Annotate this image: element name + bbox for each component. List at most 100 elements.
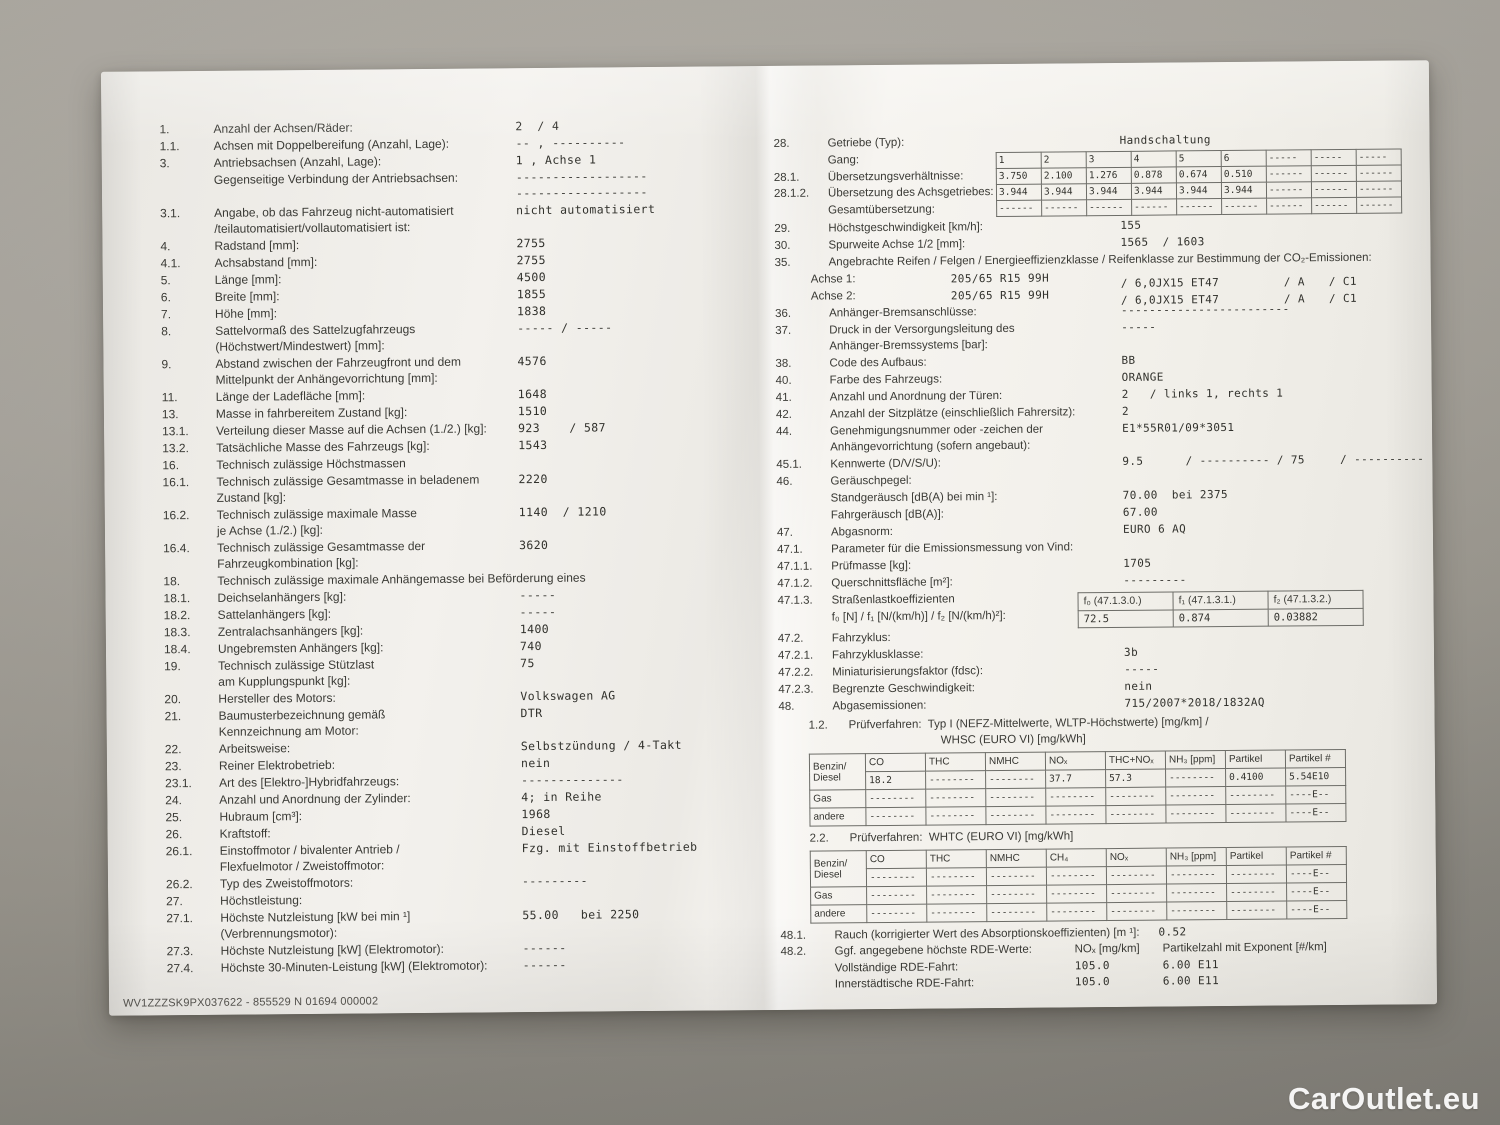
item-number: 23. [164, 759, 182, 774]
item-label: Länge [mm]: [214, 272, 282, 287]
item-number: 26.1. [165, 844, 193, 859]
vin-print-code: WV1ZZZSK9PX037622 - 855529 N 01694 00000… [122, 995, 379, 1010]
item-number: 18.4. [163, 642, 191, 657]
item-value: nicht automatisiert [516, 201, 656, 218]
item-number: 4. [160, 239, 171, 254]
document-row: Gegenseitige Verbindung der Antriebsachs… [160, 167, 766, 204]
item-value: 1968 [521, 806, 551, 822]
item-number: 5. [160, 273, 171, 288]
item-value: Fzg. mit Einstoffbetrieb [521, 839, 698, 856]
item-value: 3620 [518, 537, 549, 553]
item-label: Antriebsachsen (Anzahl, Lage): [213, 154, 382, 170]
item-label: Einstoffmotor / bivalenter Antrieb / Fle… [219, 842, 400, 874]
document-row: 19. Technisch zulässige Stützlast am Kup… [164, 653, 770, 690]
item-value: 1855 [516, 286, 547, 302]
emission-row-other: andere -------- -------- -------- --------… [810, 900, 1347, 924]
item-label: Gegenseitige Verbindung der Antriebsachs… [213, 170, 459, 187]
item-label: Höchste 30-Minuten-Leistung [kW] (Elektr… [220, 958, 488, 975]
item-label: Gang: [827, 154, 860, 167]
item-number: 16. [162, 458, 180, 473]
item-number: 18.2. [163, 608, 191, 623]
item-label: Hersteller des Motors: [218, 690, 336, 706]
item-value: 1400 [519, 621, 550, 637]
item-number: 35. [774, 256, 791, 269]
item-number: 11. [161, 390, 178, 405]
rim-size: / 6,0JX15 ET47 [1120, 293, 1220, 307]
item-label: Reiner Elektrobetrieb: [218, 757, 336, 773]
item-number: 47.1.3. [777, 594, 813, 607]
document-row: 27.1. Höchste Nutzleistung [kW bei min ¹… [166, 905, 772, 942]
item-value: 740 [519, 638, 542, 654]
axle-label: Achse 2: [810, 290, 856, 303]
item-number: 20. [164, 692, 182, 707]
item-value: 2755 [516, 235, 546, 251]
tire-axle-rows: Achse 1: 205/65 R15 99H / 6,0JX15 ET47 /… [775, 266, 1411, 307]
road-load-value-row: 72.5 0.874 0.03882 [1078, 607, 1364, 628]
item-value: 1510 [517, 403, 548, 419]
item-value: 1838 [516, 303, 547, 319]
item-number: 28.1. [773, 171, 800, 184]
item-value: ----- [519, 604, 557, 620]
item-label: Übersetzung des Achsgetriebes: [827, 186, 994, 200]
document-row: 26.1. Einstoffmotor / bivalenter Antrieb… [166, 838, 772, 875]
item-number: 16.1. [162, 475, 190, 490]
item-value: 2220 [518, 471, 548, 487]
item-value: Handschaltung [1119, 133, 1211, 147]
item-number: 16.2. [162, 508, 190, 523]
item-value: nein [520, 755, 551, 771]
item-label: Sattelvormaß des Sattelzugfahrzeugs (Höc… [215, 322, 416, 354]
run-a: 29. Höchstgeschwindigkeit [km/h]: 155 30… [774, 215, 1410, 254]
item-number: 27.1. [166, 911, 194, 926]
document-row: 37. Druck in der Versorgungsleitung des … [775, 320, 1157, 353]
document-row: 9. Abstand zwischen der Fahrzeugfront un… [161, 351, 767, 388]
item-label: Ungebremsten Anhängers [kg]: [217, 640, 384, 656]
item-label: Technisch zulässige Stützlast am Kupplun… [218, 657, 375, 689]
item-value: ----- [519, 587, 557, 603]
item-label: Typ des Zweistoffmotors: [219, 875, 354, 891]
right-page-column: 28. Getriebe (Typ): Handschaltung Gang: … [773, 130, 1425, 993]
item-label: Abstand zwischen der Fahrzeugfront und d… [215, 354, 461, 387]
item-number: 28.1.2. [773, 187, 810, 200]
run-b: 36. Anhänger-Bremsanschlüsse: ----------… [775, 300, 1424, 592]
item-number: 23.1. [165, 776, 192, 791]
tyre-class: / C1 [1328, 274, 1357, 289]
item-value: ------ [522, 957, 567, 973]
rde-value-rows: Vollständige RDE-Fahrt: 105.0 6.00 E11 I… [781, 955, 1417, 993]
item-label: Baumusterbezeichnung gemäß Kennzeichnung… [218, 707, 386, 739]
item-value: ------ [522, 940, 567, 956]
item-label: Masse in fahrbereitem Zustand [kg]: [215, 405, 408, 421]
certificate-of-conformity-page: 1. Anzahl der Achsen/Räder: 2 / 4 1.1. A… [100, 60, 1438, 1016]
item-label: Technisch zulässige Höchstmassen [216, 456, 406, 472]
document-row: 16.4. Technisch zulässige Gesamtmasse de… [163, 535, 769, 572]
axle-label: Achse 1: [810, 273, 856, 286]
item-value: Volkswagen AG [520, 688, 616, 704]
item-label: Anzahl und Anordnung der Zylinder: [219, 791, 411, 807]
item-value: --------- [521, 873, 588, 889]
tire-size: 205/65 R15 99H [950, 288, 1050, 303]
document-row: 3.1. Angabe, ob das Fahrzeug nicht-autom… [160, 200, 766, 237]
item-number: 21. [164, 709, 182, 724]
item-value: 923 / 587 [517, 420, 606, 436]
item-number: 27.4. [166, 961, 194, 976]
item-number: 18.1. [163, 591, 191, 606]
item-label: Technisch zulässige maximale Masse je Ac… [216, 506, 417, 538]
item-number: 28. [773, 137, 790, 150]
emission-table-nefz-wltp: Benzin/ Diesel CO THC NMHC NOₓ THC+NOₓ NH₃ … [809, 749, 1347, 827]
rim-size: / 6,0JX15 ET47 [1120, 276, 1220, 290]
item-number: 27.3. [166, 944, 194, 959]
item-value: ------------------ ------------------ [515, 169, 648, 201]
item-label: Angebrachte Reifen / Felgen / Energieeff… [828, 251, 1372, 269]
rde-nox-header: NOₓ [mg/km] [1074, 942, 1140, 956]
item-label: Höchste Nutzleistung [kW bei min ¹] (Ver… [220, 909, 411, 941]
item-value: Selbstzündung / 4-Takt [520, 737, 682, 754]
item-number: 26. [165, 827, 183, 842]
item-value: -- , ---------- [515, 135, 626, 151]
item-number [774, 152, 828, 169]
item-value: 55.00 bei 2250 [522, 907, 640, 923]
item-number: 13.2. [162, 441, 189, 456]
item-value: ----- / ----- [517, 320, 613, 336]
item-number: 27. [166, 894, 183, 909]
caroutlet-watermark: CarOutlet.eu [1287, 1081, 1480, 1116]
item-label: Deichselanhängers [kg]: [217, 589, 347, 605]
